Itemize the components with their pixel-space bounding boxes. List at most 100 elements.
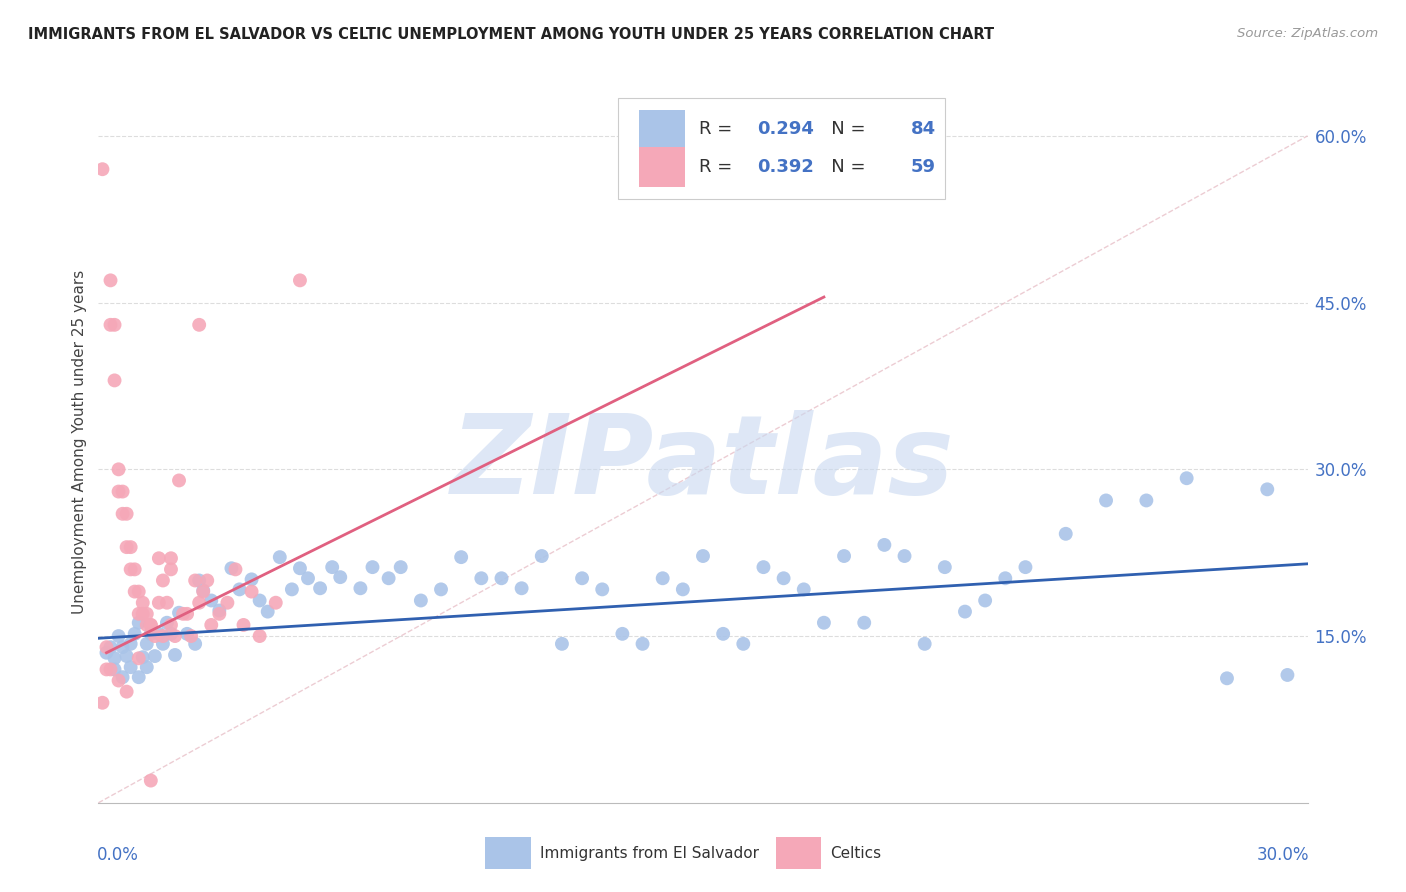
Point — [256, 605, 278, 619]
Point — [193, 583, 215, 598]
Point — [103, 651, 125, 665]
Point — [853, 615, 876, 630]
Point — [124, 627, 146, 641]
Point — [167, 474, 190, 488]
Point — [361, 560, 384, 574]
Point — [208, 603, 231, 617]
Point — [115, 684, 138, 698]
Point — [156, 596, 179, 610]
Point — [530, 549, 553, 563]
Text: 0.294: 0.294 — [758, 120, 814, 138]
Bar — [638, 147, 685, 186]
Point — [139, 618, 162, 632]
Text: R =: R = — [699, 158, 738, 176]
Point — [152, 574, 174, 588]
Point — [111, 640, 134, 655]
Point — [612, 627, 634, 641]
Point — [672, 582, 695, 597]
Point — [91, 162, 114, 177]
Point — [470, 571, 492, 585]
Point — [228, 582, 250, 597]
Point — [148, 551, 170, 566]
Point — [107, 673, 129, 688]
Point — [188, 318, 211, 332]
Point — [96, 640, 118, 655]
Point — [163, 629, 186, 643]
Point — [1054, 526, 1077, 541]
Point — [100, 640, 122, 655]
Text: 30.0%: 30.0% — [1257, 847, 1309, 864]
Point — [974, 593, 997, 607]
Point — [281, 582, 304, 597]
Point — [813, 615, 835, 630]
Point — [167, 606, 190, 620]
Point — [240, 573, 263, 587]
Point — [224, 562, 246, 576]
Point — [160, 618, 183, 632]
Point — [491, 571, 513, 585]
Point — [195, 574, 218, 588]
Point — [103, 318, 125, 332]
Point — [176, 607, 198, 621]
Point — [132, 650, 155, 665]
Point — [111, 484, 134, 499]
Point — [232, 618, 254, 632]
Point — [217, 596, 239, 610]
Point — [953, 605, 976, 619]
Point — [288, 273, 311, 287]
Point — [148, 627, 170, 641]
Point — [1277, 668, 1299, 682]
Point — [240, 584, 263, 599]
Point — [111, 507, 134, 521]
Point — [107, 629, 129, 643]
Text: 84: 84 — [911, 120, 936, 138]
Point — [409, 593, 432, 607]
Point — [148, 596, 170, 610]
Point — [893, 549, 915, 563]
Point — [264, 596, 287, 610]
Point — [96, 646, 118, 660]
Text: 0.392: 0.392 — [758, 158, 814, 176]
Bar — [776, 838, 821, 870]
Point — [711, 627, 734, 641]
Point — [135, 660, 157, 674]
Point — [269, 550, 291, 565]
Point — [91, 696, 114, 710]
Bar — [485, 838, 531, 870]
Text: Immigrants from El Salvador: Immigrants from El Salvador — [540, 846, 759, 861]
Point — [128, 615, 150, 630]
Bar — [638, 110, 685, 149]
Point — [120, 637, 142, 651]
Text: 59: 59 — [911, 158, 936, 176]
Point — [132, 607, 155, 621]
Point — [124, 584, 146, 599]
Point — [389, 560, 412, 574]
Point — [1095, 493, 1118, 508]
Point — [128, 607, 150, 621]
Text: N =: N = — [814, 158, 872, 176]
Point — [135, 637, 157, 651]
Point — [631, 637, 654, 651]
Point — [152, 629, 174, 643]
Point — [1135, 493, 1157, 508]
Point — [132, 596, 155, 610]
Point — [139, 627, 162, 641]
Point — [176, 627, 198, 641]
Point — [188, 574, 211, 588]
Point — [221, 561, 243, 575]
Point — [172, 607, 194, 621]
Text: N =: N = — [814, 120, 872, 138]
Text: IMMIGRANTS FROM EL SALVADOR VS CELTIC UNEMPLOYMENT AMONG YOUTH UNDER 25 YEARS CO: IMMIGRANTS FROM EL SALVADOR VS CELTIC UN… — [28, 27, 994, 42]
Point — [208, 607, 231, 621]
Point — [103, 662, 125, 676]
Point — [128, 651, 150, 665]
Point — [329, 570, 352, 584]
Point — [591, 582, 613, 597]
Point — [184, 637, 207, 651]
Text: ZIPatlas: ZIPatlas — [451, 409, 955, 516]
Point — [100, 318, 122, 332]
Point — [571, 571, 593, 585]
Point — [135, 607, 157, 621]
Point — [107, 462, 129, 476]
Y-axis label: Unemployment Among Youth under 25 years: Unemployment Among Youth under 25 years — [72, 269, 87, 614]
